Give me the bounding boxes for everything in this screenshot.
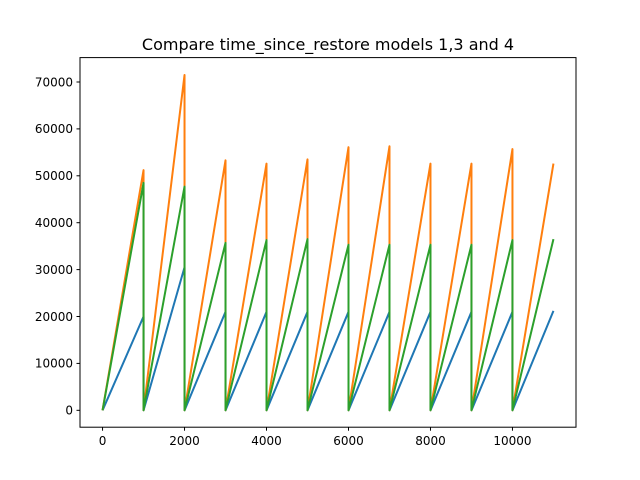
y-tick-label: 50000 [35,169,73,183]
x-tick-label: 0 [99,434,107,448]
x-tick-label: 10000 [493,434,531,448]
y-tick-label: 0 [65,404,73,418]
x-tick-label: 4000 [251,434,282,448]
y-tick-label: 30000 [35,263,73,277]
x-tick-label: 2000 [169,434,200,448]
plot-frame [79,57,577,428]
series-line-3 [101,181,555,412]
y-tick-label: 20000 [35,310,73,324]
series-layer [101,73,555,412]
x-tick-label: 8000 [415,434,446,448]
y-tick-label: 60000 [35,122,73,136]
x-tick-label: 6000 [333,434,364,448]
x-axis: 0 2000 4000 6000 8000 10000 [99,427,532,448]
y-tick-label: 40000 [35,216,73,230]
chart-title: Compare time_since_restore models 1,3 an… [142,35,514,55]
y-tick-label: 70000 [35,75,73,89]
y-axis: 0 10000 20000 30000 40000 50000 60000 70000 [35,75,80,418]
y-tick-label: 10000 [35,357,73,371]
